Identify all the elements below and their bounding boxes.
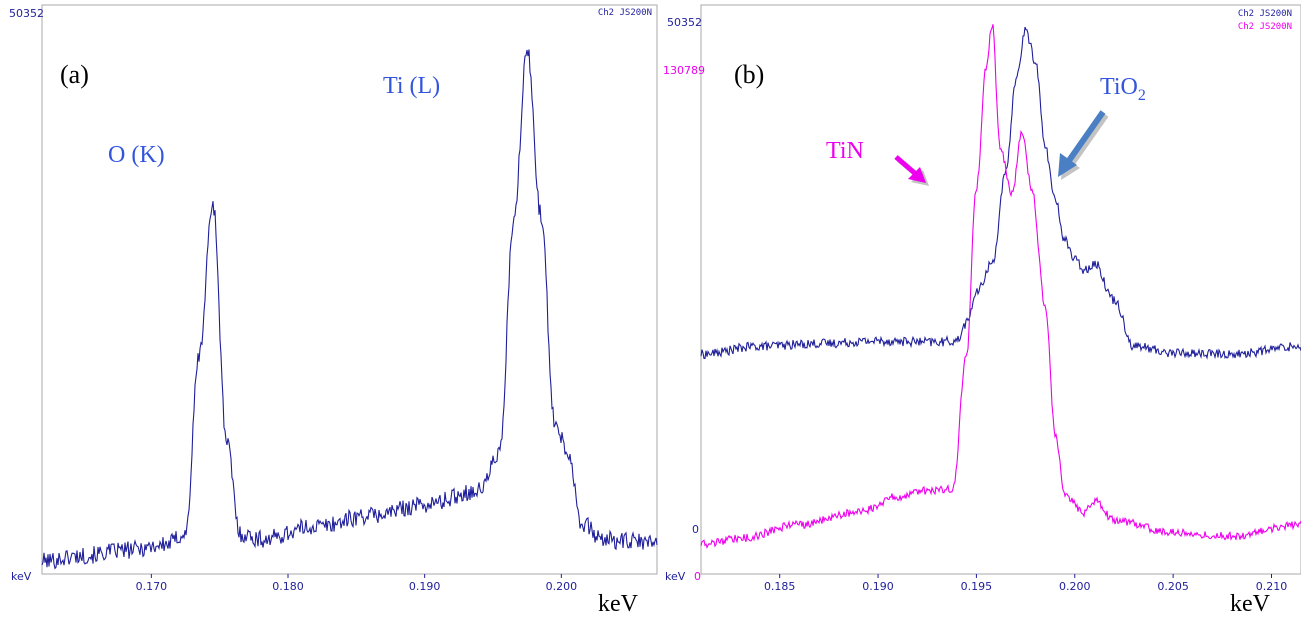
panel-b-spectrum-line-1 bbox=[700, 26, 1301, 360]
panel-a-x-tick-label: 0.180 bbox=[272, 580, 304, 593]
panel-a-y-top-label: 50352 bbox=[9, 7, 44, 20]
annotation-tio2: TiO2 bbox=[1100, 74, 1146, 104]
panel-b-x-tick-label: 0.185 bbox=[764, 580, 796, 593]
panel-a-x-ticks: 0.170 0.180 0.190 0.200 bbox=[136, 574, 578, 593]
panel-a-frame bbox=[41, 4, 658, 575]
panel-a-label: (a) bbox=[60, 60, 89, 89]
annotation-ti-l: Ti (L) bbox=[383, 73, 440, 99]
panel-b-frame bbox=[700, 4, 1301, 575]
panel-b-y-zero-label: 0 bbox=[692, 523, 699, 536]
panel-a-x-tick-label: 0.200 bbox=[546, 580, 578, 593]
panel-b-spectrum-line-2 bbox=[700, 24, 1301, 549]
panel-a-x-axis-label: keV bbox=[598, 591, 639, 617]
panel-b-x-tick-label: 0.195 bbox=[961, 580, 993, 593]
panel-b-x-axis-label: keV bbox=[1230, 591, 1271, 617]
panel-a-series bbox=[41, 49, 658, 570]
panel-b-x-tick-label: 0.205 bbox=[1157, 580, 1189, 593]
panel-b-x-tick-label: 0.200 bbox=[1059, 580, 1091, 593]
annotation-tio2-base: TiO bbox=[1100, 74, 1138, 100]
panel-b-y-top-label-blue: 50352 bbox=[667, 16, 702, 29]
panel-a-channel-label: Ch2 JS200N bbox=[598, 8, 652, 18]
panel-b-x-ticks: 0.185 0.190 0.195 0.200 0.205 0.210 bbox=[764, 574, 1287, 593]
panel-b-channel-label-magenta: Ch2 JS200N bbox=[1238, 22, 1292, 32]
panel-b-x-origin-zero: 0 bbox=[694, 570, 701, 583]
annotation-tin: TiN bbox=[826, 138, 864, 164]
panel-b-series bbox=[700, 24, 1301, 549]
panel-b-x-tick-label: 0.190 bbox=[862, 580, 894, 593]
panel-a-spectrum-line-1 bbox=[41, 49, 658, 570]
annotation-tio2-subscript: 2 bbox=[1138, 87, 1146, 104]
panel-b-channel-label-blue: Ch2 JS200N bbox=[1238, 9, 1292, 19]
annotation-o-k: O (K) bbox=[108, 142, 165, 168]
panel-a-x-tick-label: 0.190 bbox=[409, 580, 441, 593]
panel-b-label: (b) bbox=[734, 60, 764, 89]
panel-a-x-origin-unit: keV bbox=[11, 570, 32, 583]
panel-b-y-top-label-magenta: 130789 bbox=[663, 64, 705, 77]
panel-b-x-tick-label: 0.210 bbox=[1256, 580, 1288, 593]
tio2-arrow-icon bbox=[1058, 110, 1109, 180]
panel-a-x-tick-label: 0.170 bbox=[136, 580, 168, 593]
panel-b-x-origin-unit: keV bbox=[665, 570, 686, 583]
panel-b: (b) 50352 130789 0 keV 0 Ch2 JS200N Ch2 … bbox=[663, 4, 1301, 617]
panel-a: (a) 50352 Ch2 JS200N keV O (K) Ti (L) 0.… bbox=[9, 4, 658, 617]
tin-arrow-icon bbox=[894, 155, 929, 186]
